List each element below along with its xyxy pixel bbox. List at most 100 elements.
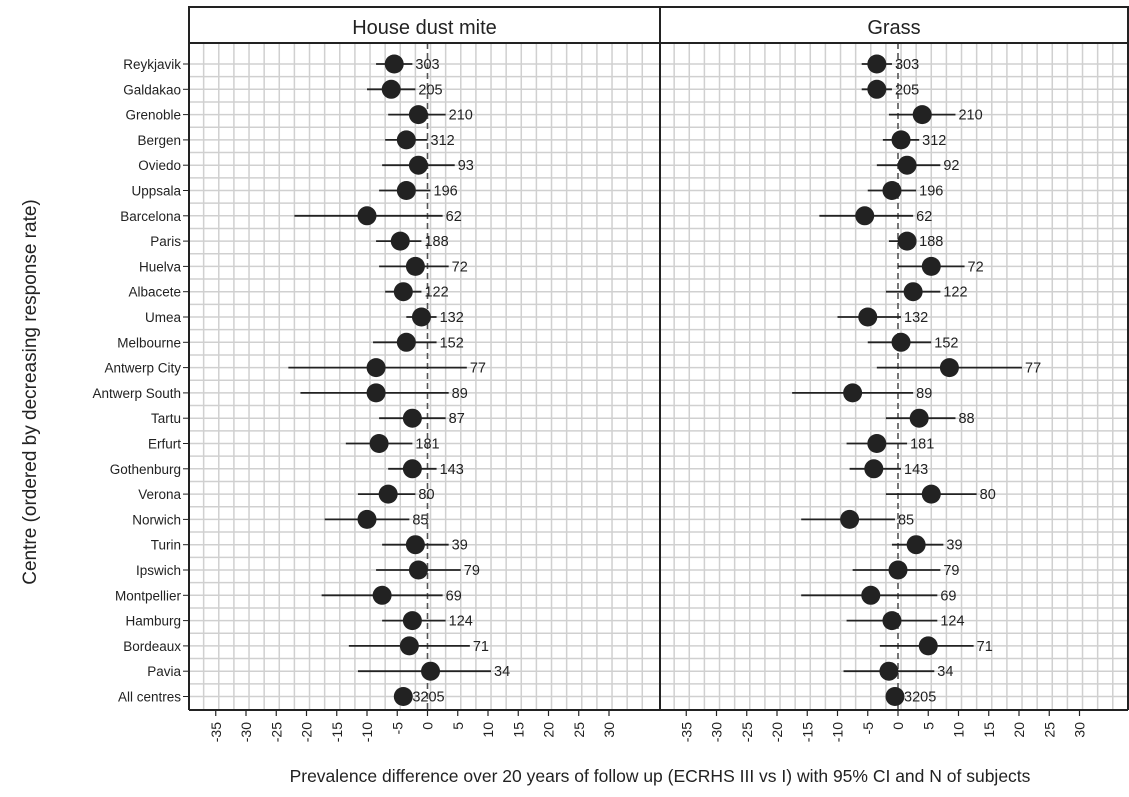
category-label: All centres bbox=[118, 690, 181, 705]
x-tick-label: -35 bbox=[678, 722, 694, 742]
n-label: 196 bbox=[434, 184, 458, 200]
point-estimate bbox=[939, 358, 959, 378]
n-label: 132 bbox=[440, 310, 464, 326]
point-estimate bbox=[366, 383, 386, 403]
point-estimate bbox=[402, 408, 422, 428]
point-estimate bbox=[408, 155, 428, 175]
category-label: Antwerp City bbox=[104, 361, 181, 376]
x-tick-label: 30 bbox=[1072, 722, 1088, 738]
x-tick-label: -25 bbox=[739, 722, 755, 742]
n-label: 39 bbox=[946, 538, 962, 554]
panel-house-dust-mite: 3032052103129319662188721221321527789871… bbox=[188, 6, 661, 742]
point-estimate bbox=[918, 636, 938, 656]
category-label: Reykjavik bbox=[123, 57, 181, 72]
n-label: 132 bbox=[904, 310, 928, 326]
n-label: 71 bbox=[977, 639, 993, 655]
n-label: 205 bbox=[895, 82, 919, 98]
point-estimate bbox=[369, 434, 389, 453]
category-label: Erfurt bbox=[148, 437, 181, 452]
n-label: 92 bbox=[943, 158, 959, 174]
point-estimate bbox=[393, 282, 413, 302]
x-tick-label: -25 bbox=[268, 722, 284, 742]
point-estimate bbox=[402, 459, 422, 479]
point-estimate bbox=[867, 54, 887, 74]
point-estimate bbox=[411, 307, 431, 327]
category-label: Uppsala bbox=[131, 184, 181, 199]
n-label: 62 bbox=[916, 209, 932, 225]
panel-grass: 3032052103129219662188721221321527789881… bbox=[659, 6, 1129, 742]
point-estimate bbox=[891, 332, 911, 352]
n-label: 188 bbox=[919, 234, 943, 250]
n-label: 205 bbox=[418, 82, 442, 98]
point-estimate bbox=[897, 231, 917, 251]
point-estimate bbox=[843, 383, 863, 403]
n-label: 3205 bbox=[412, 690, 444, 706]
category-label: Huelva bbox=[139, 259, 182, 274]
point-estimate bbox=[879, 661, 899, 681]
category-label: Ipswich bbox=[136, 563, 181, 578]
x-tick-label: 25 bbox=[571, 722, 587, 738]
category-label: Verona bbox=[138, 487, 181, 502]
x-tick-label: -5 bbox=[860, 722, 876, 735]
panel-title: Grass bbox=[867, 17, 920, 39]
x-tick-label: -30 bbox=[238, 722, 254, 742]
point-estimate bbox=[357, 206, 377, 226]
point-estimate bbox=[858, 307, 878, 327]
x-tick-label: -10 bbox=[359, 722, 375, 742]
point-estimate bbox=[366, 358, 386, 378]
point-estimate bbox=[855, 206, 875, 226]
point-estimate bbox=[396, 181, 416, 200]
x-axis-label: Prevalence difference over 20 years of f… bbox=[290, 766, 1031, 786]
point-estimate bbox=[864, 459, 884, 479]
x-tick-label: -30 bbox=[709, 722, 725, 742]
point-estimate bbox=[921, 484, 941, 504]
category-label: Bordeaux bbox=[123, 639, 181, 654]
category-label: Paris bbox=[150, 234, 181, 249]
x-tick-label: 10 bbox=[951, 722, 967, 738]
n-label: 79 bbox=[943, 563, 959, 579]
point-estimate bbox=[909, 408, 929, 428]
n-label: 69 bbox=[940, 588, 956, 604]
category-label: Umea bbox=[145, 310, 182, 325]
n-label: 87 bbox=[449, 411, 465, 427]
n-label: 89 bbox=[916, 386, 932, 402]
point-estimate bbox=[861, 585, 881, 605]
n-label: 39 bbox=[452, 538, 468, 554]
n-label: 124 bbox=[940, 614, 964, 630]
n-label: 122 bbox=[943, 285, 967, 301]
n-label: 210 bbox=[958, 108, 982, 124]
x-tick-label: 15 bbox=[510, 722, 526, 738]
n-label: 93 bbox=[458, 158, 474, 174]
y-axis-label: Centre (ordered by decreasing response r… bbox=[20, 199, 41, 584]
n-label: 71 bbox=[473, 639, 489, 655]
n-label: 3205 bbox=[904, 690, 936, 706]
n-label: 80 bbox=[418, 487, 434, 503]
panel-title: House dust mite bbox=[352, 17, 497, 39]
category-label: Turin bbox=[151, 538, 181, 553]
n-label: 77 bbox=[1025, 361, 1041, 377]
point-estimate bbox=[882, 611, 902, 631]
category-label: Bergen bbox=[137, 133, 181, 148]
n-label: 303 bbox=[895, 57, 919, 73]
x-tick-label: 5 bbox=[450, 722, 466, 730]
point-estimate bbox=[408, 105, 428, 125]
point-estimate bbox=[421, 661, 441, 681]
point-estimate bbox=[921, 256, 941, 276]
point-estimate bbox=[357, 509, 377, 529]
x-tick-label: 0 bbox=[890, 722, 906, 730]
point-estimate bbox=[390, 231, 410, 251]
x-tick-label: 10 bbox=[480, 722, 496, 738]
x-tick-label: -15 bbox=[799, 722, 815, 742]
n-label: 124 bbox=[449, 614, 473, 630]
n-label: 77 bbox=[470, 361, 486, 377]
n-label: 69 bbox=[446, 588, 462, 604]
point-estimate bbox=[372, 585, 392, 605]
point-estimate bbox=[396, 130, 416, 150]
point-estimate bbox=[381, 79, 401, 99]
x-tick-label: -20 bbox=[769, 722, 785, 742]
point-estimate bbox=[882, 181, 902, 200]
category-label: Montpellier bbox=[115, 588, 182, 603]
point-estimate bbox=[897, 155, 917, 175]
point-estimate bbox=[840, 509, 860, 529]
